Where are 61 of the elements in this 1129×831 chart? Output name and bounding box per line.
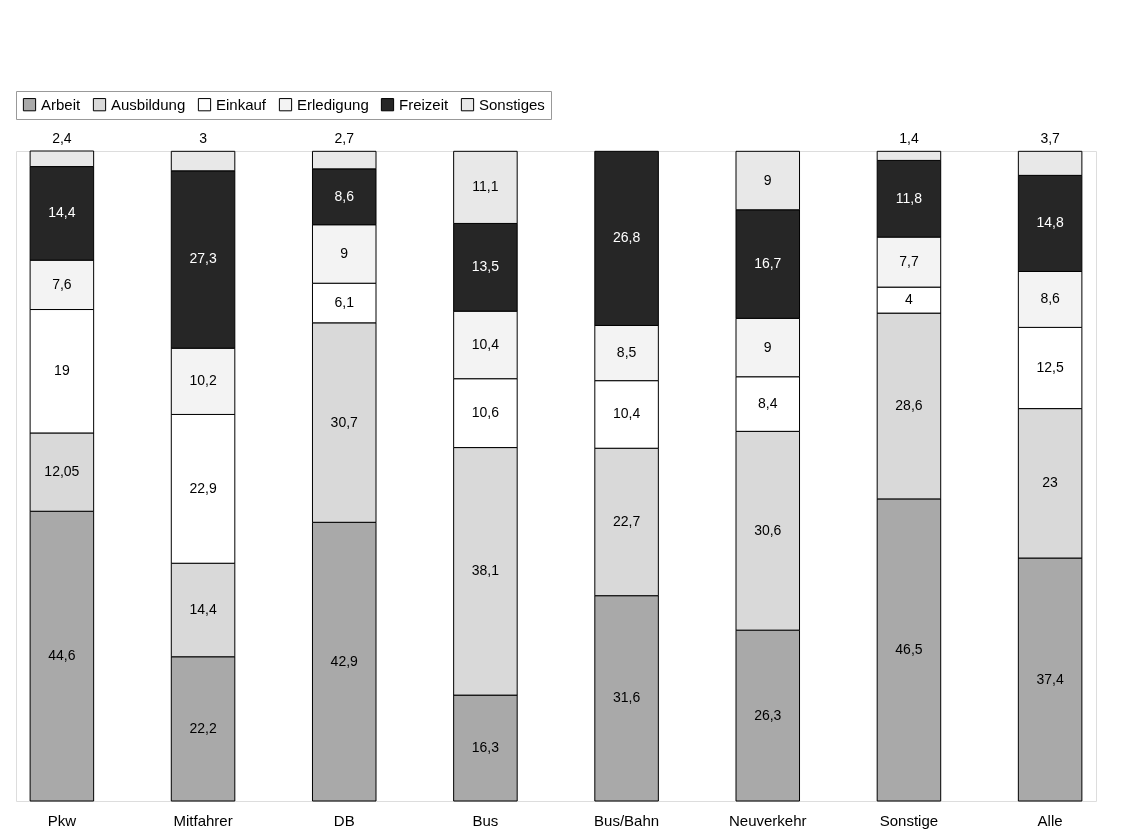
data-label: 12,05 [44, 463, 80, 480]
data-label: 8,4 [758, 395, 778, 412]
data-label: 26,3 [754, 706, 782, 723]
data-label: 13,5 [471, 258, 500, 275]
data-label: 22,7 [612, 512, 641, 529]
data-label: 2,4 [52, 130, 72, 146]
legend-label: Ausbildung [111, 95, 186, 113]
data-label: 3 [199, 130, 208, 147]
data-label: 8,6 [334, 187, 355, 204]
data-label: 44,6 [48, 647, 76, 664]
data-label: 10,2 [189, 372, 217, 389]
data-label: 14,4 [189, 601, 217, 617]
data-label: 14,8 [1036, 214, 1064, 231]
x-tick-label: DB [333, 811, 355, 829]
data-label: 31,6 [612, 689, 641, 706]
x-tick-label: Bus/Bahn [594, 811, 660, 829]
data-label: 22,9 [189, 479, 217, 496]
data-label: 4 [905, 291, 914, 308]
x-tick-label: Sonstige [879, 811, 939, 829]
data-label: 8,6 [1040, 290, 1061, 307]
x-tick-label: Mitfahrer [173, 811, 233, 829]
data-label: 28,6 [895, 397, 923, 413]
data-label: 7,6 [52, 275, 72, 292]
data-label: 12,5 [1036, 358, 1064, 375]
x-tick-label: Neuverkehr [728, 811, 807, 829]
data-label: 38,1 [471, 562, 500, 579]
legend-label: Einkauf [216, 95, 267, 113]
data-label: 9 [763, 171, 772, 188]
data-label: 14,4 [48, 204, 76, 221]
data-label: 16,7 [754, 255, 782, 272]
data-label: 9 [763, 338, 772, 355]
data-label: 3,7 [1040, 130, 1061, 147]
legend-label: Erledigung [297, 95, 369, 113]
data-label: 8,5 [616, 344, 637, 361]
data-label: 2,7 [334, 130, 355, 147]
x-tick-label: Pkw [47, 811, 77, 829]
x-tick-label: Alle [1037, 811, 1063, 829]
data-label: 46,5 [895, 640, 923, 657]
data-label: 10,4 [471, 335, 500, 352]
data-label: 9 [340, 244, 349, 261]
data-label: 26,8 [612, 229, 641, 246]
data-label: 11,1 [472, 178, 499, 195]
data-label: 10,6 [471, 404, 500, 421]
data-label: 11,8 [895, 189, 923, 206]
x-tick-label: Bus [472, 811, 499, 829]
data-label: 22,2 [189, 719, 217, 736]
data-label: 42,9 [330, 652, 359, 669]
data-label: 1,4 [899, 130, 919, 147]
data-label: 30,6 [754, 521, 782, 538]
data-label: 37,4 [1036, 670, 1064, 687]
data-label: 7,7 [899, 253, 919, 270]
data-label: 30,7 [330, 413, 359, 430]
legend-label: Sonstiges [479, 95, 545, 113]
data-label: 10,4 [612, 405, 641, 422]
legend-label: Arbeit [41, 95, 82, 113]
data-label: 19 [54, 362, 70, 379]
data-label: 16,3 [471, 739, 500, 756]
data-label: 6,1 [334, 294, 355, 311]
data-label: 27,3 [189, 250, 217, 267]
legend-label: Freizeit [399, 95, 450, 113]
data-label: 23 [1042, 474, 1059, 491]
